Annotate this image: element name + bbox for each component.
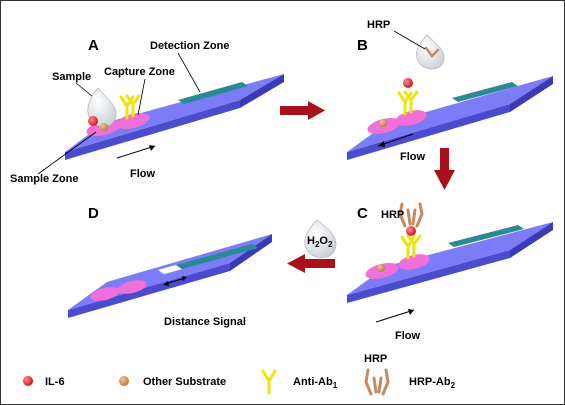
legend-hrp-ab-icon bbox=[364, 368, 390, 396]
detection-zone-c bbox=[448, 225, 524, 247]
hrp-ab-b bbox=[424, 46, 440, 58]
flow-label-c: Flow bbox=[395, 330, 420, 342]
sample-label: Sample bbox=[52, 71, 91, 83]
flow-label-b: Flow bbox=[400, 151, 425, 163]
panel-a: A Sample Capture Zone Detection Zone Sam… bbox=[10, 37, 284, 185]
legend-hrp-ab-sub: 2 bbox=[451, 381, 456, 390]
il6-particle-c bbox=[406, 226, 416, 236]
sample-zone-d bbox=[90, 287, 120, 301]
strip-c bbox=[347, 222, 553, 295]
strip-b bbox=[347, 76, 553, 152]
flow-arrow-c bbox=[375, 309, 415, 323]
panel-c-letter: C bbox=[357, 205, 368, 222]
flow-arrow-a bbox=[116, 145, 156, 159]
detection-zone-a bbox=[178, 82, 248, 104]
capture-zone-b bbox=[395, 110, 427, 126]
il6-particle-a bbox=[88, 116, 98, 126]
process-arrow-ab bbox=[280, 101, 325, 120]
legend-anti-ab-icon bbox=[261, 369, 277, 395]
il6-particle-b bbox=[403, 78, 413, 88]
legend-anti-ab-label: Anti-Ab bbox=[293, 376, 333, 388]
hrp-label-b: HRP bbox=[367, 19, 390, 31]
strip-d-side bbox=[68, 263, 230, 318]
legend-hrp-label: HRP bbox=[364, 353, 387, 365]
h2o2-droplet: H2O2 bbox=[304, 219, 337, 259]
hrp-ab-c bbox=[398, 202, 424, 228]
strip-a bbox=[65, 74, 284, 152]
substrate-particle-c bbox=[377, 264, 385, 272]
panel-b-letter: B bbox=[357, 37, 368, 54]
legend-substrate-icon bbox=[119, 376, 129, 386]
h2o2-h: H bbox=[307, 235, 315, 247]
distance-signal-label: Distance Signal bbox=[164, 316, 246, 328]
detection-zone-b bbox=[452, 82, 518, 102]
hrp-label-c: HRP bbox=[381, 209, 404, 221]
strip-a-side bbox=[65, 100, 240, 160]
capture-zone-a bbox=[116, 113, 150, 129]
svg-text:H2O2: H2O2 bbox=[307, 235, 333, 249]
panel-a-letter: A bbox=[88, 37, 99, 54]
strip-c-side bbox=[347, 250, 510, 303]
panel-d-letter: D bbox=[88, 205, 99, 222]
legend-hrp-ab-label: HRP-Ab bbox=[409, 376, 451, 388]
substrate-particle-a bbox=[100, 123, 108, 131]
capture-zone-label: Capture Zone bbox=[104, 66, 175, 78]
anti-ab-b bbox=[397, 90, 419, 116]
anti-ab-a bbox=[119, 94, 141, 120]
process-arrow-cd bbox=[287, 254, 335, 273]
detection-zone-label: Detection Zone bbox=[150, 40, 229, 52]
flow-label-a: Flow bbox=[130, 168, 155, 180]
h2o2-o: O bbox=[319, 235, 328, 247]
svg-text:Anti-Ab1: Anti-Ab1 bbox=[293, 376, 338, 390]
panel-b: B HRP Flow bbox=[347, 19, 553, 163]
legend: IL-6 Other Substrate Anti-Ab1 HRP HRP-Ab… bbox=[23, 353, 456, 396]
legend-anti-ab-sub: 1 bbox=[333, 381, 338, 390]
anti-ab-c bbox=[400, 234, 422, 260]
substrate-particle-b bbox=[379, 119, 387, 127]
panel-d: D Distance Signal bbox=[68, 205, 272, 328]
capture-zone-c bbox=[398, 254, 430, 270]
panel-c: C HRP Flow bbox=[347, 202, 553, 342]
h2o2-sub2: 2 bbox=[328, 240, 333, 249]
legend-il6-label: IL-6 bbox=[45, 376, 65, 388]
legend-il6-icon bbox=[23, 376, 33, 386]
process-arrow-bc bbox=[434, 148, 455, 190]
sample-zone-label: Sample Zone bbox=[10, 173, 78, 185]
detection-zone-d bbox=[176, 244, 258, 269]
h2o2-sub1: 2 bbox=[315, 240, 320, 249]
capture-zone-d bbox=[117, 280, 147, 294]
legend-substrate-label: Other Substrate bbox=[143, 376, 226, 388]
svg-text:HRP-Ab2: HRP-Ab2 bbox=[409, 376, 456, 390]
strip-b-side bbox=[347, 104, 510, 160]
